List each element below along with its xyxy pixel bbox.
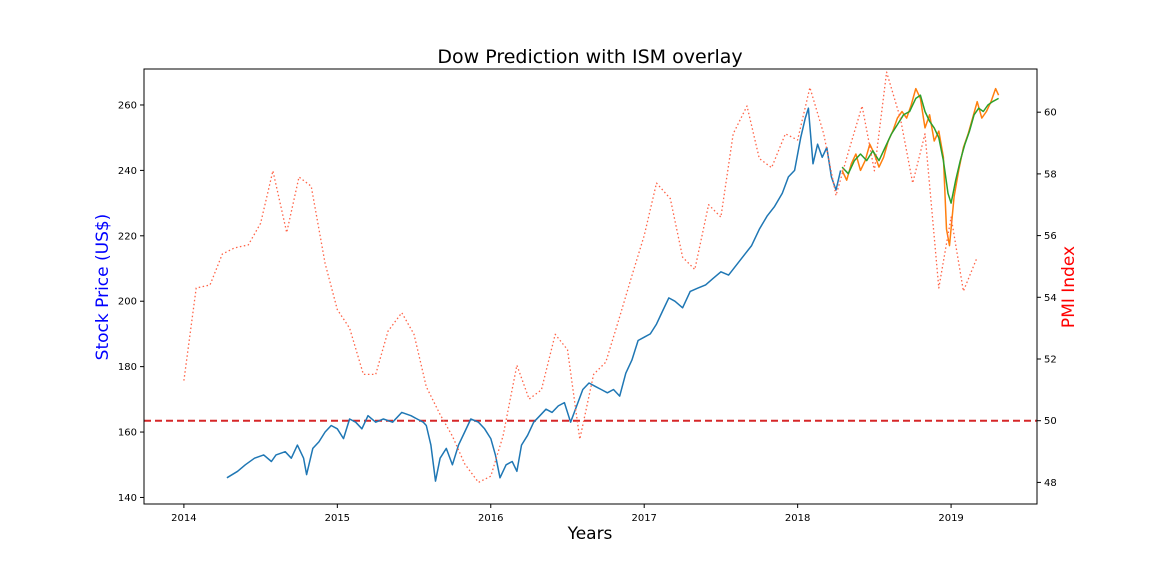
right-axis-ticks: 48 50 52 54 56 58 60 (1037, 108, 1057, 489)
x-tick-label: 2017 (631, 513, 656, 524)
x-tick-label: 2015 (325, 513, 350, 524)
left-tick-label: 260 (118, 100, 137, 111)
right-tick-label: 50 (1044, 416, 1057, 427)
left-axis-label: Stock Price (US$) (93, 214, 113, 361)
right-axis-label: PMI Index (1059, 246, 1079, 328)
x-axis-ticks: 2014 2015 2016 2017 2018 2019 (171, 504, 964, 524)
plot-layer (144, 71, 1037, 484)
left-tick-label: 160 (118, 428, 137, 439)
left-axis-ticks: 140 160 180 200 220 240 260 (118, 100, 144, 504)
right-tick-label: 60 (1044, 108, 1057, 119)
right-tick-label: 56 (1044, 231, 1057, 242)
x-tick-label: 2016 (478, 513, 503, 524)
left-tick-label: 180 (118, 362, 137, 373)
left-tick-label: 200 (118, 297, 137, 308)
chart-title: Dow Prediction with ISM overlay (437, 46, 742, 68)
left-tick-label: 240 (118, 166, 137, 177)
series-line-stock (226, 107, 842, 482)
left-tick-label: 140 (118, 493, 137, 504)
x-tick-label: 2019 (938, 513, 963, 524)
right-tick-label: 58 (1044, 169, 1057, 180)
plot-frame (143, 68, 1038, 505)
x-axis-label: Years (567, 524, 613, 544)
right-tick-label: 52 (1044, 355, 1057, 366)
series-line-prediction_green (841, 94, 999, 204)
x-tick-label: 2014 (171, 513, 196, 524)
x-tick-label: 2018 (785, 513, 810, 524)
right-tick-label: 54 (1044, 293, 1057, 304)
left-tick-label: 220 (118, 231, 137, 242)
series-line-pmi (183, 71, 978, 484)
right-tick-label: 48 (1044, 478, 1057, 489)
